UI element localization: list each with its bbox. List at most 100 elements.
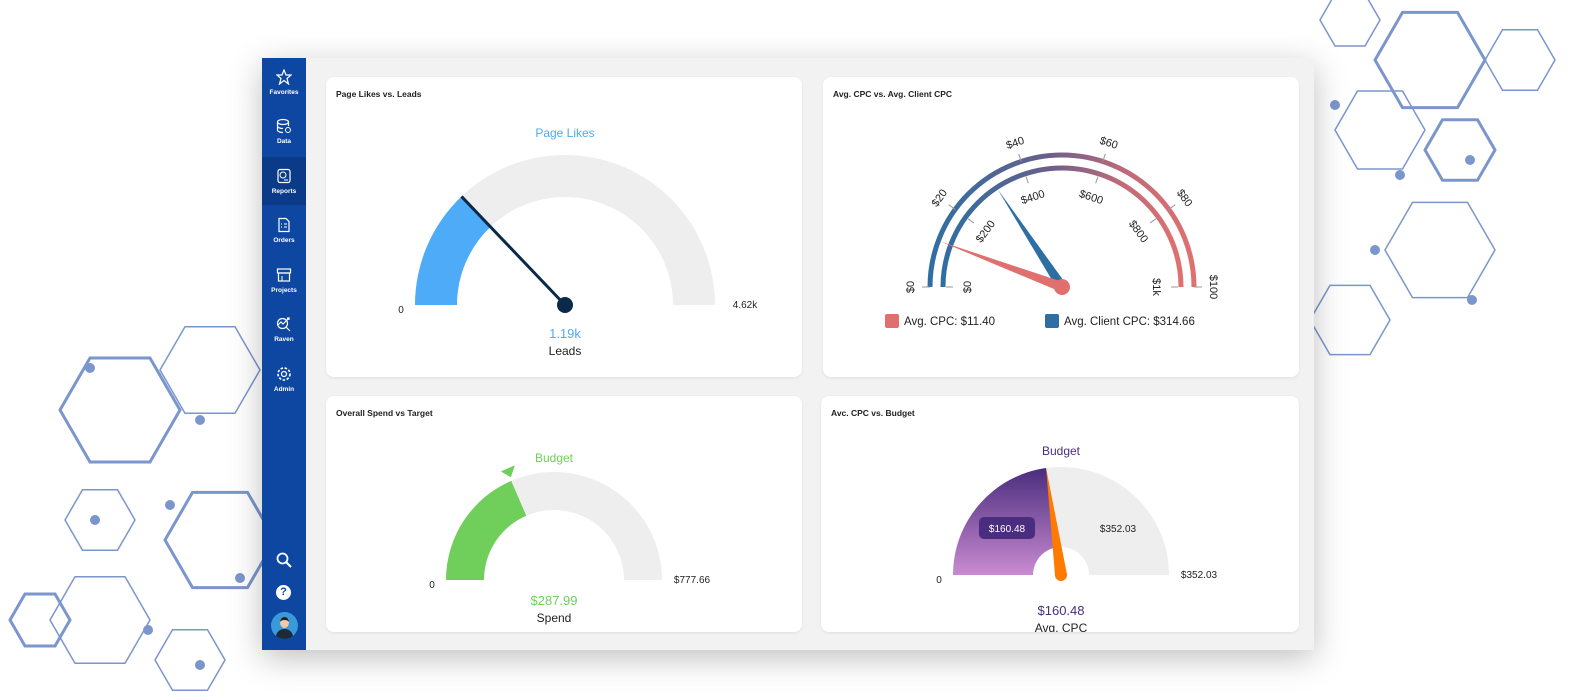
value-tooltip — [979, 517, 1035, 539]
gauge-value-fill — [415, 196, 491, 305]
max-label: $777.66 — [674, 575, 711, 586]
database-icon — [276, 118, 291, 134]
needle-hub — [1054, 279, 1070, 295]
tick-label: $60 — [1098, 135, 1119, 152]
node-dot — [85, 363, 95, 373]
card-avc-cpc-vs-budget: Avc. CPC vs. Budget Budget 0 $352.03 $160.4… — [821, 396, 1299, 635]
client-cpc-needle — [997, 189, 1067, 290]
legend-label: Avg. CPC: $11.40 — [904, 316, 995, 328]
search-icon[interactable] — [276, 552, 292, 573]
tick-label: $20 — [930, 187, 950, 209]
tick-label: $800 — [1126, 218, 1150, 245]
sidebar-item-label: Admin — [273, 385, 295, 393]
value-label: $160.48 — [1038, 603, 1085, 618]
node-dot — [195, 660, 205, 670]
sidebar-item-label: Raven — [274, 336, 294, 343]
value-label: $287.99 — [531, 593, 578, 608]
tick-mark — [1102, 153, 1106, 162]
tick-label: $0 — [962, 281, 974, 293]
remaining-label: $352.03 — [1100, 524, 1137, 535]
hexagon-shape — [1319, 0, 1381, 47]
gauge-chart: Budget 0 $777.66 $287.99 Spend — [429, 451, 711, 625]
sidebar-item-data[interactable]: Data — [262, 108, 306, 156]
min-label: 0 — [429, 580, 435, 591]
hexagon-shape — [58, 356, 182, 464]
node-dot — [143, 625, 153, 635]
tick-label: $100 — [1207, 275, 1219, 299]
sidebar-item-orders[interactable]: Orders — [262, 207, 306, 255]
report-icon — [277, 168, 291, 183]
app-window: Favorites Data Reports Orders Projects Raven A… — [262, 58, 1314, 650]
tick-label: $0 — [905, 281, 917, 293]
tick-mark — [1025, 176, 1029, 184]
sidebar-item-raven[interactable]: Raven — [262, 306, 306, 354]
hexagon-shape — [1484, 28, 1556, 92]
tick-mark — [1149, 218, 1157, 224]
card-title: Avc. CPC vs. Budget — [831, 408, 915, 418]
needle-hub — [557, 297, 573, 313]
node-dot — [1395, 170, 1405, 180]
node-dot — [165, 500, 175, 510]
help-icon[interactable]: ? — [276, 585, 291, 600]
card-title: Overall Spend vs Target — [336, 408, 433, 418]
value-tooltip-text: $160.48 — [989, 524, 1026, 535]
orders-icon — [278, 217, 290, 233]
target-label: Budget — [1042, 444, 1081, 458]
tick-mark — [967, 218, 975, 224]
gauge-chart: Page Likes 0 4.62k 1.19k Leads — [398, 126, 758, 358]
sidebar: Favorites Data Reports Orders Projects Raven A… — [262, 58, 306, 650]
dual-gauge-chart: $0 $20 $40 $60 $80 $100 $0 $200 $400 $600 $800 $1k A… — [885, 135, 1219, 328]
card-page-likes-vs-leads: Page Likes vs. Leads Page Likes 0 4.62k 1.1… — [326, 77, 802, 377]
sidebar-item-projects[interactable]: Projects — [262, 256, 306, 304]
tick-mark — [1018, 153, 1022, 162]
target-marker-icon — [500, 465, 515, 478]
sidebar-item-label: Orders — [273, 237, 295, 244]
card-title: Page Likes vs. Leads — [336, 89, 422, 99]
star-icon — [276, 68, 292, 85]
tick-label: $400 — [1019, 188, 1046, 207]
max-label: 4.62k — [733, 300, 758, 311]
node-dot — [195, 415, 205, 425]
gauge-needle — [460, 195, 567, 307]
hexagon-shape — [159, 325, 261, 415]
sidebar-item-favorites[interactable]: Favorites — [262, 58, 306, 106]
tick-mark — [1095, 176, 1099, 184]
hexagon-shape — [64, 488, 136, 552]
hexagon-shape — [1423, 118, 1497, 182]
gauge-value-fill — [446, 480, 527, 580]
inner-gauge-arc — [940, 165, 1184, 288]
node-dot — [1465, 155, 1475, 165]
min-label: 0 — [398, 305, 404, 316]
sidebar-item-reports[interactable]: Reports — [262, 157, 306, 205]
legend-swatch — [885, 314, 899, 328]
sidebar-item-admin[interactable]: Admin — [262, 355, 306, 403]
gauge-needle — [1046, 468, 1067, 576]
hexagon-shape — [1384, 201, 1496, 299]
sidebar-item-label: Favorites — [269, 88, 299, 96]
sidebar-item-label: Projects — [271, 286, 297, 294]
hexagon-shape — [1334, 90, 1426, 170]
hexagon-shape — [163, 490, 277, 590]
tick-mark — [1168, 204, 1176, 210]
legend-label: Avg. Client CPC: $314.66 — [1064, 316, 1195, 328]
sidebar-item-label: Reports — [271, 187, 297, 195]
sidebar-item-label: Data — [276, 138, 292, 145]
raven-icon — [276, 317, 291, 332]
target-label: Page Likes — [535, 126, 594, 140]
card-avg-cpc-vs-client-cpc: Avg. CPC vs. Avg. Client CPC $0 $20 $40 $60… — [823, 77, 1299, 377]
gauge-track — [415, 155, 715, 305]
gauge-label: Spend — [537, 611, 572, 625]
hexagon-shape — [8, 592, 72, 648]
value-label: 1.19k — [549, 326, 581, 341]
outer-gauge-arc — [927, 152, 1197, 288]
node-dot — [90, 515, 100, 525]
node-dot — [1370, 245, 1380, 255]
hexagon-shape — [1373, 10, 1487, 110]
gear-icon — [277, 366, 291, 381]
node-dot — [1330, 100, 1340, 110]
hexagon-shape — [1309, 284, 1391, 356]
min-label: 0 — [936, 575, 942, 586]
card-overall-spend-vs-target: Overall Spend vs Target Budget 0 $777.66 $2… — [326, 396, 802, 632]
avatar[interactable] — [271, 612, 298, 639]
